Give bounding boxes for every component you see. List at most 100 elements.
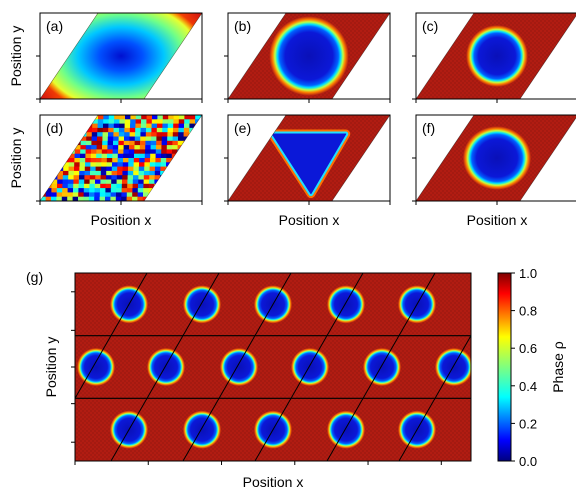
noise-cell — [124, 127, 131, 133]
noise-cell — [162, 127, 168, 133]
noise-cell — [260, 124, 266, 129]
noise-cell — [113, 132, 120, 137]
noise-cell — [97, 119, 104, 124]
noise-cell — [157, 119, 163, 124]
noise-cell — [227, 137, 233, 142]
noise-cell — [65, 127, 71, 133]
noise-cell — [191, 192, 198, 198]
noise-cell — [62, 175, 69, 180]
noise-cell — [122, 166, 129, 172]
noise-cell — [116, 183, 123, 189]
noise-cell — [175, 192, 182, 198]
noise-cell — [216, 124, 222, 129]
noise-cell — [194, 140, 200, 146]
noise-cell — [69, 158, 75, 163]
noise-cell — [166, 145, 173, 150]
noise-cell — [202, 197, 208, 202]
noise-cell — [111, 183, 117, 189]
noise-cell — [119, 115, 126, 120]
noise-cell — [149, 170, 156, 176]
noise-cell — [138, 175, 145, 180]
noise-cell — [68, 175, 74, 180]
noise-cell — [48, 145, 54, 150]
noise-cell — [63, 153, 70, 159]
noise-cell — [183, 132, 190, 137]
noise-cell — [149, 175, 155, 180]
noise-cell — [0, 197, 3, 202]
noise-cell — [216, 141, 222, 146]
noise-cell — [194, 132, 201, 137]
noise-cell — [188, 140, 195, 146]
noise-cell — [41, 170, 48, 176]
phase-field — [416, 13, 576, 99]
noise-cell — [187, 175, 193, 180]
noise-cell — [194, 136, 200, 142]
noise-cell — [157, 123, 163, 129]
noise-cell — [52, 170, 58, 176]
noise-cell — [94, 192, 101, 198]
colorbar-label: Phase ρ — [550, 341, 566, 393]
noise-cell — [107, 145, 114, 150]
noise-cell — [200, 119, 202, 124]
noise-cell — [30, 180, 36, 185]
noise-cell — [129, 140, 135, 146]
noise-cell — [105, 188, 112, 193]
noise-cell — [219, 175, 225, 180]
noise-cell — [254, 128, 260, 133]
noise-cell — [166, 149, 173, 155]
noise-cell — [113, 127, 120, 133]
noise-cell — [221, 149, 227, 154]
noise-cell — [29, 197, 35, 202]
noise-cell — [178, 136, 184, 142]
noise-cell — [151, 119, 158, 124]
noise-cell — [56, 192, 63, 198]
noise-cell — [61, 196, 68, 201]
colorbar-tick-label: 0.4 — [519, 379, 537, 394]
noise-cell — [206, 115, 212, 120]
noise-cell — [97, 132, 103, 137]
noise-cell — [242, 149, 248, 154]
noise-cell — [146, 115, 153, 120]
noise-cell — [159, 188, 166, 193]
panel-c: (c) — [412, 12, 576, 103]
noise-cell — [97, 136, 103, 142]
noise-cell — [123, 140, 130, 146]
noise-cell — [254, 119, 260, 124]
noise-cell — [151, 132, 157, 137]
noise-cell — [211, 124, 217, 129]
noise-cell — [134, 149, 140, 155]
noise-cell — [74, 158, 81, 163]
noise-cell — [80, 140, 87, 146]
noise-cell — [122, 162, 129, 167]
noise-cell — [116, 188, 122, 193]
noise-cell — [97, 127, 104, 133]
noise-cell — [24, 197, 30, 202]
noise-cell — [95, 170, 102, 176]
colorbar-tick-label: 0.8 — [519, 304, 537, 319]
phase-field — [0, 115, 266, 202]
noise-cell — [189, 123, 196, 129]
noise-cell — [159, 183, 166, 189]
noise-cell — [129, 145, 135, 150]
noise-cell — [173, 123, 179, 129]
noise-cell — [140, 140, 146, 146]
y-axis-label: Position y — [8, 128, 24, 189]
noise-cell — [138, 183, 144, 189]
noise-cell — [89, 188, 95, 193]
noise-cell — [58, 162, 64, 167]
noise-cell — [41, 179, 47, 185]
droplet — [183, 410, 221, 449]
noise-cell — [41, 162, 48, 167]
noise-cell — [75, 136, 82, 142]
panel-label: (c) — [422, 18, 438, 34]
noise-cell — [33, 119, 39, 124]
noise-cell — [122, 175, 128, 180]
noise-cell — [68, 166, 75, 172]
noise-cell — [110, 196, 117, 201]
noise-cell — [176, 179, 182, 185]
noise-cell — [32, 149, 38, 154]
noise-cell — [81, 127, 87, 133]
noise-cell — [143, 192, 149, 198]
noise-cell — [0, 162, 4, 167]
noise-cell — [155, 162, 161, 167]
